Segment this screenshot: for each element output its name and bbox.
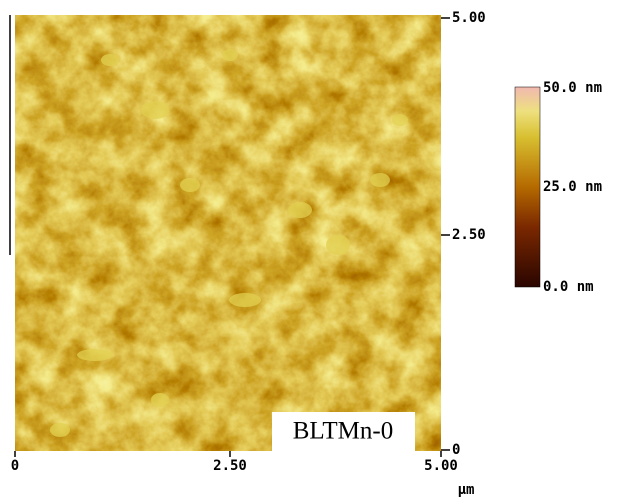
colorbar-label: 0.0 nm — [543, 279, 594, 295]
x-tick-label: 0 — [11, 458, 19, 474]
x-tick-label: 5.00 — [424, 458, 458, 474]
colorbar-label: 25.0 nm — [543, 179, 602, 195]
x-unit: µm — [458, 482, 475, 498]
sample-label: BLTMn-0 — [293, 418, 393, 445]
afm-image — [15, 15, 441, 451]
y-ticks — [14, 17, 450, 457]
y-tick-label: 0 — [452, 442, 460, 458]
label-box — [272, 412, 415, 451]
x-tick-label: 2.50 — [213, 458, 247, 474]
colorbar — [514, 86, 541, 288]
y-tick-label: 5.00 — [452, 10, 486, 26]
grains — [50, 49, 408, 437]
colorbar-label: 50.0 nm — [543, 80, 602, 96]
y-tick-label: 2.50 — [452, 227, 486, 243]
